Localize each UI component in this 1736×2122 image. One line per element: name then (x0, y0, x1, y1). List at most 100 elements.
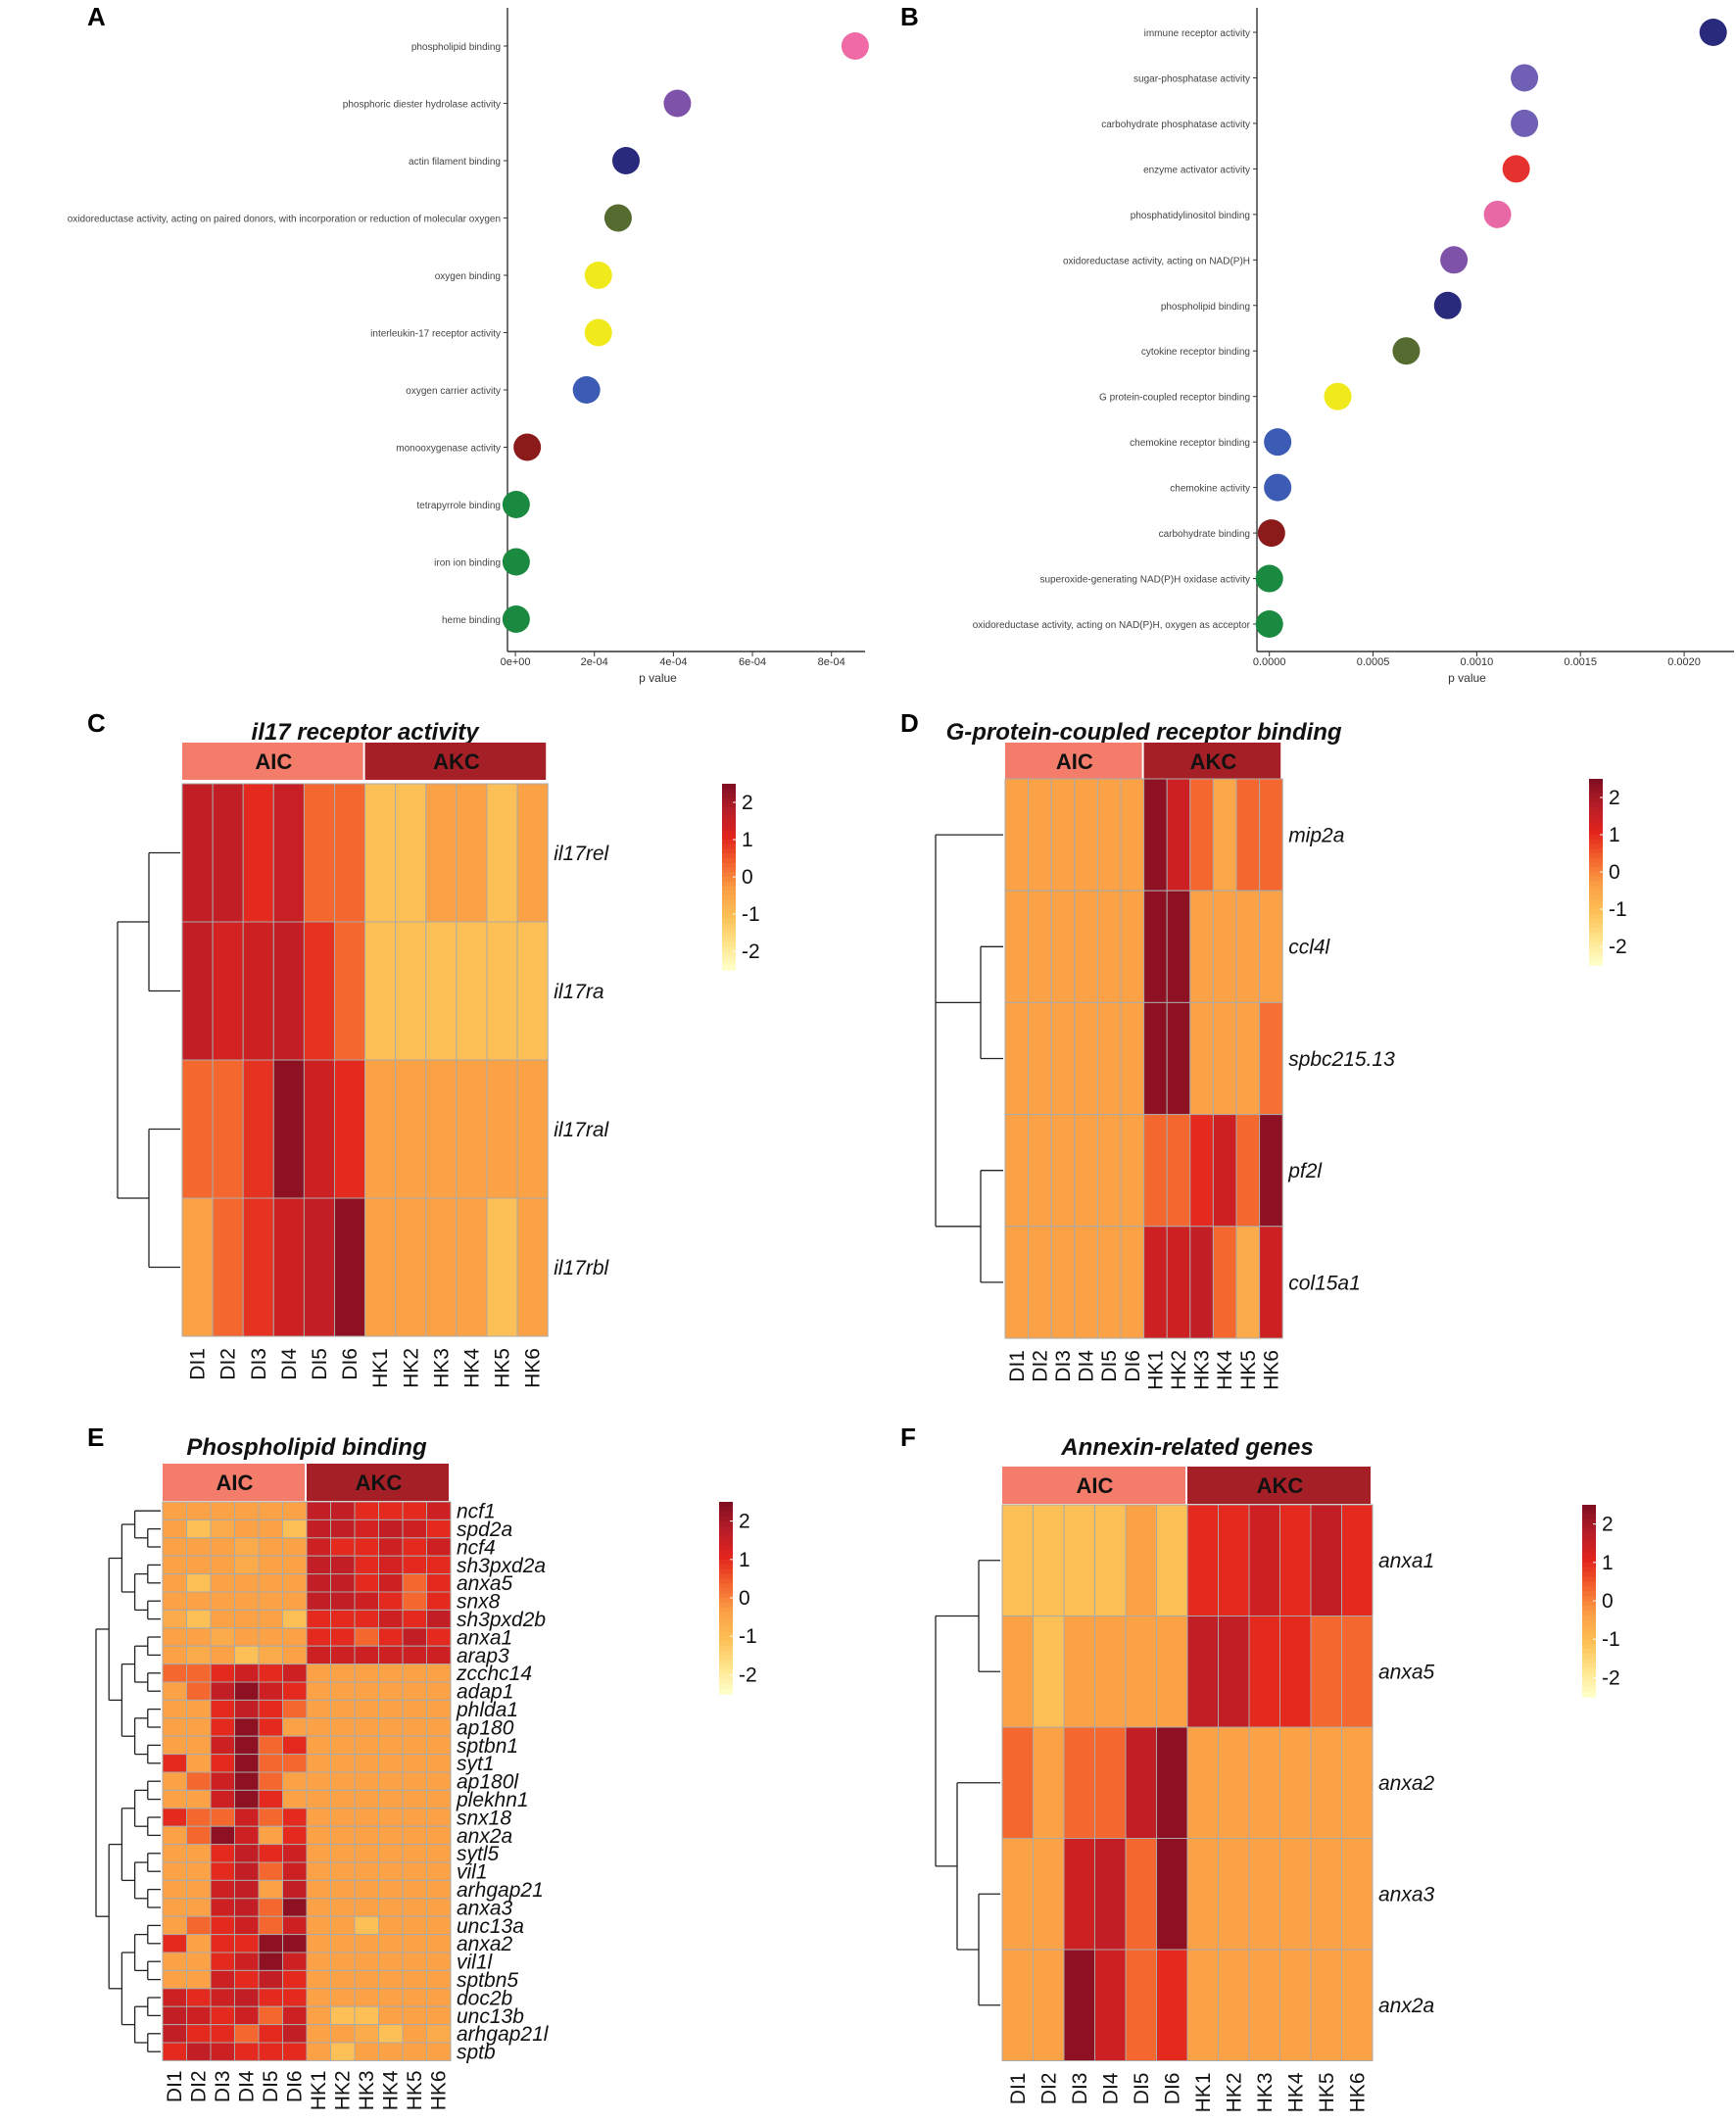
legend-swatch (722, 867, 736, 873)
row-label: sh3pxd2a (457, 1555, 546, 1577)
legend-label: 1 (739, 1549, 750, 1571)
heatmap-cell (1120, 1114, 1145, 1228)
legend-label: 2 (739, 1511, 750, 1533)
column-label: HK4 (1214, 1350, 1236, 1390)
legend-label: 1 (1602, 1552, 1614, 1574)
row-label: col15a1 (1288, 1272, 1361, 1294)
row-label: snx8 (457, 1591, 501, 1614)
heatmap-cell (306, 1717, 331, 1737)
heatmap-cell (258, 1681, 283, 1701)
heatmap-cell (258, 2005, 283, 2026)
heatmap-cell (402, 1519, 427, 1539)
legend-swatch (1589, 825, 1603, 831)
heatmap-cell (306, 1591, 331, 1611)
heatmap-cell (306, 1681, 331, 1701)
legend-swatch (1582, 1533, 1596, 1539)
heatmap-cell (1156, 1726, 1188, 1839)
heatmap-cell (354, 1879, 379, 1900)
heatmap-cell (354, 1681, 379, 1701)
legend-swatch (722, 835, 736, 841)
heatmap-cell (272, 921, 305, 1061)
heatmap-cell (1143, 1114, 1168, 1228)
heatmap-cell (395, 783, 427, 923)
heatmap-cell (456, 921, 488, 1061)
heatmap-cell (210, 1645, 235, 1665)
heatmap-title: Phospholipid binding (186, 1434, 427, 1461)
heatmap-cell (282, 1934, 308, 1953)
heatmap-cell (282, 1898, 308, 1917)
heatmap-cell (210, 1825, 235, 1846)
column-label: HK6 (1260, 1350, 1282, 1390)
heatmap-cell (354, 1609, 379, 1629)
heatmap-cell (258, 1969, 283, 1990)
legend-swatch (719, 1578, 733, 1584)
legend-swatch (1589, 801, 1603, 808)
heatmap-cell (1235, 890, 1261, 1003)
legend-swatch (1582, 1672, 1596, 1678)
heatmap-cell (1094, 1726, 1127, 1839)
heatmap-cell (282, 1825, 308, 1846)
heatmap-cell (186, 1555, 212, 1575)
data-point (1440, 246, 1469, 274)
heatmap-cell (330, 1898, 356, 1917)
legend-swatch (719, 1636, 733, 1642)
heatmap-cell (354, 1627, 379, 1647)
legend-swatch (1582, 1591, 1596, 1597)
legend-swatch (1582, 1553, 1596, 1559)
heatmap-cell (258, 1861, 283, 1881)
heatmap-cell (330, 1717, 356, 1737)
x-tick-label: 6e-04 (739, 656, 766, 668)
heatmap-cell (282, 1754, 308, 1773)
legend-swatch (1589, 839, 1603, 845)
heatmap-cell (426, 1915, 452, 1936)
legend-swatch (719, 1655, 733, 1662)
legend-swatch (1582, 1624, 1596, 1630)
legend-swatch (1582, 1538, 1596, 1544)
heatmap-title: Annexin-related genes (1060, 1434, 1313, 1461)
heatmap-cell (1235, 1114, 1261, 1228)
data-point (502, 491, 530, 518)
heatmap-cell (1218, 1838, 1250, 1951)
heatmap-cell (210, 1555, 235, 1575)
heatmap-cell (456, 783, 488, 923)
term-label: oxidoreductase activity, acting on NAD(P… (973, 620, 1251, 631)
column-label: HK3 (430, 1348, 453, 1388)
x-tick-label: 0.0015 (1564, 656, 1597, 668)
legend-swatch (719, 1660, 733, 1666)
heatmap-cell (354, 1537, 379, 1557)
term-label: superoxide-generating NAD(P)H oxidase ac… (1039, 575, 1250, 586)
legend-swatch (1582, 1505, 1596, 1511)
heatmap-cell (402, 1952, 427, 1971)
heatmap-cell (330, 1879, 356, 1900)
heatmap-cell (306, 1609, 331, 1629)
legend-swatch (722, 941, 736, 947)
legend-swatch (1589, 937, 1603, 942)
heatmap-cell (402, 1844, 427, 1863)
group-label: AKC (1190, 749, 1237, 774)
heatmap-cell (330, 1952, 356, 1971)
legend-swatch (1589, 932, 1603, 939)
heatmap-cell (1259, 1226, 1283, 1339)
heatmap-cell (426, 1771, 452, 1791)
heatmap-cell (330, 1988, 356, 2007)
heatmap-cell (330, 1555, 356, 1575)
legend-swatch (1589, 955, 1603, 961)
heatmap-cell (426, 1754, 452, 1773)
panel-letter-f: F (900, 1423, 916, 1452)
heatmap-cell (1341, 1949, 1374, 2061)
legend-swatch (719, 1593, 733, 1599)
heatmap-cell (234, 1573, 260, 1593)
panel-letter-b: B (900, 2, 919, 31)
term-label: oxidoreductase activity, acting on NAD(P… (1063, 256, 1250, 266)
legend-swatch (1582, 1528, 1596, 1534)
legend-swatch (1589, 960, 1603, 966)
heatmap-cell (425, 921, 458, 1061)
legend-swatch (1582, 1543, 1596, 1549)
heatmap-cell (1063, 1949, 1095, 2061)
heatmap-cell (306, 2024, 331, 2044)
heatmap-cell (330, 1844, 356, 1863)
row-label: sh3pxd2b (457, 1609, 546, 1631)
group-label: AIC (1077, 1473, 1114, 1498)
legend-swatch (722, 904, 736, 910)
heatmap-cell (354, 1735, 379, 1756)
